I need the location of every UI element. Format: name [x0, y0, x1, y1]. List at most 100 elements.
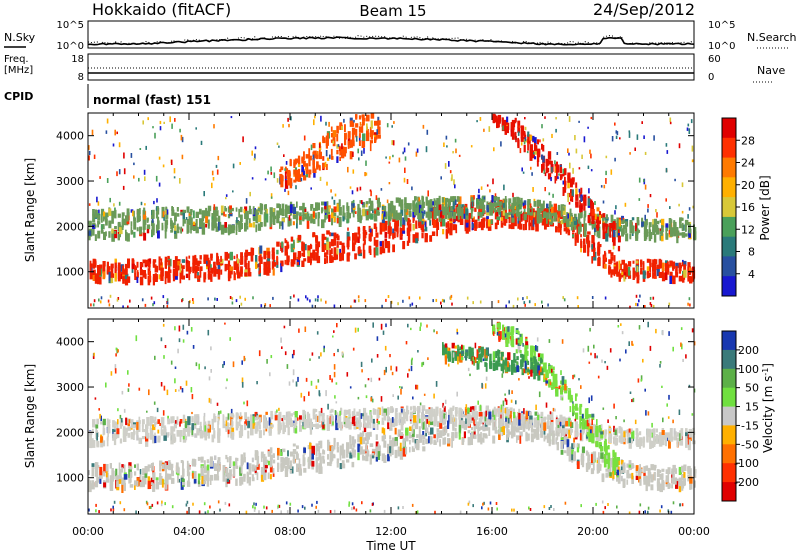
velocity-cell	[207, 420, 211, 429]
power-cell	[504, 198, 508, 203]
velocity-cell	[598, 463, 602, 471]
power-cell	[436, 207, 440, 214]
power-cell	[330, 133, 334, 138]
velocity-cell	[121, 477, 125, 485]
velocity-cell	[399, 432, 404, 436]
power-cell	[171, 123, 173, 129]
power-cell	[517, 139, 520, 149]
velocity-cell	[100, 421, 104, 425]
velocity-cell	[134, 471, 137, 476]
power-cell	[113, 203, 115, 207]
velocity-cell	[661, 479, 665, 484]
velocity-cell	[337, 420, 341, 429]
power-cell	[127, 305, 129, 309]
power-cell	[587, 215, 591, 224]
power-cell	[144, 203, 146, 206]
power-cell	[358, 299, 360, 303]
power-cell	[324, 236, 327, 240]
velocity-cell	[193, 476, 197, 484]
power-cell	[407, 234, 411, 243]
velocity-cell	[351, 461, 355, 468]
freq-tick-bottom: 8	[78, 72, 84, 83]
power-cell	[684, 223, 687, 227]
power-cell	[142, 120, 144, 125]
power-cell	[157, 216, 160, 225]
power-cell	[426, 129, 429, 135]
power-cell	[563, 298, 566, 302]
power-cell	[420, 211, 424, 221]
power-cell	[121, 221, 124, 230]
velocity-cell	[346, 447, 349, 454]
power-cell	[217, 259, 220, 263]
power-cell	[502, 204, 505, 212]
velocity-cell	[327, 446, 330, 451]
power-cell	[105, 231, 107, 237]
power-cell	[388, 161, 391, 164]
power-cell	[479, 201, 483, 209]
velocity-cell	[150, 477, 155, 484]
power-cell	[394, 220, 398, 227]
power-cell	[504, 212, 507, 219]
power-cell	[429, 201, 433, 208]
power-cell	[330, 126, 333, 132]
power-cell	[329, 241, 331, 249]
power-cell	[106, 261, 109, 268]
power-cell	[610, 214, 614, 223]
velocity-cell	[656, 473, 660, 477]
power-cell	[346, 205, 350, 212]
power-cell	[108, 231, 111, 238]
power-colorbar-swatch	[722, 157, 736, 178]
power-cell	[587, 198, 591, 206]
power-cell	[661, 225, 663, 231]
velocity-cell	[389, 435, 392, 440]
power-cell	[358, 133, 361, 138]
velocity-cell	[366, 432, 370, 440]
velocity-cell	[134, 464, 136, 468]
power-cell	[421, 195, 424, 200]
power-cell	[421, 224, 424, 231]
power-cell	[269, 207, 273, 216]
power-cell	[529, 144, 534, 154]
velocity-cell	[217, 429, 221, 437]
power-cell	[244, 210, 246, 219]
power-cell	[504, 127, 507, 135]
power-cell	[518, 212, 522, 221]
velocity-cell	[144, 466, 148, 475]
power-cell	[151, 209, 155, 219]
power-cell	[240, 255, 244, 265]
velocity-cell	[369, 431, 372, 437]
power-cell	[445, 135, 448, 140]
power-cell	[259, 209, 263, 215]
velocity-cell	[134, 481, 137, 486]
power-cell	[136, 261, 139, 268]
velocity-cell	[280, 462, 284, 468]
velocity-cell	[149, 428, 154, 437]
power-cell	[157, 220, 160, 230]
power-cell	[299, 212, 302, 217]
power-cell	[103, 216, 107, 220]
power-cell	[304, 208, 307, 212]
power-cell	[388, 226, 392, 235]
power-cell	[321, 233, 325, 237]
power-cell	[284, 171, 287, 179]
velocity-cell	[251, 466, 256, 472]
power-cell	[138, 177, 140, 182]
power-cell	[110, 273, 115, 278]
power-cell	[303, 243, 307, 251]
power-cell	[438, 195, 441, 205]
power-cell	[518, 204, 522, 210]
velocity-cell	[372, 408, 377, 415]
power-cell	[339, 146, 343, 152]
velocity-cell	[152, 416, 154, 423]
velocity-cell	[400, 416, 404, 426]
power-cell	[284, 238, 287, 243]
power-cell	[583, 214, 586, 218]
date-title: 24/Sep/2012	[593, 0, 695, 19]
power-cell	[144, 176, 146, 181]
power-cell	[521, 167, 523, 172]
power-cell	[108, 272, 111, 281]
velocity-cell	[592, 462, 595, 471]
velocity-cell	[402, 438, 406, 447]
power-cell	[453, 201, 455, 206]
power-cell	[541, 300, 543, 304]
